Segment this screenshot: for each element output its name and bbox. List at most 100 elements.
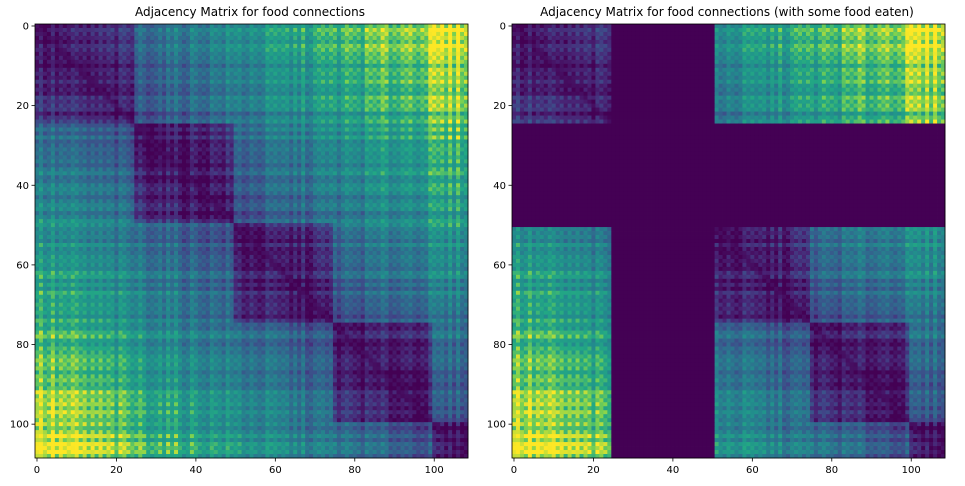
heatmap-cell (293, 80, 297, 84)
heatmap-cell (214, 139, 218, 143)
heatmap-cell (178, 64, 182, 68)
heatmap-cell (404, 52, 408, 56)
heatmap-cell (329, 203, 333, 207)
heatmap-cell (226, 80, 230, 84)
heatmap-cell (154, 96, 158, 100)
heatmap-cell (261, 175, 265, 179)
heatmap-cell (357, 108, 361, 112)
heatmap-cell (337, 179, 341, 183)
heatmap-cell (238, 132, 242, 136)
heatmap-cell (273, 199, 277, 203)
heatmap-cell (194, 64, 198, 68)
heatmap-cell (265, 64, 269, 68)
heatmap-cell (281, 84, 285, 88)
heatmap-cell (59, 120, 63, 124)
heatmap-cell (349, 124, 353, 128)
heatmap-cell (313, 175, 317, 179)
heatmap-cell (257, 24, 261, 28)
heatmap-cell (361, 139, 365, 143)
heatmap-cell (162, 60, 166, 64)
heatmap-cell (87, 124, 91, 128)
heatmap-cell (206, 68, 210, 72)
heatmap-cell (309, 143, 313, 147)
heatmap-cell (381, 179, 385, 183)
heatmap-cell (182, 147, 186, 151)
heatmap-cell (162, 28, 166, 32)
heatmap-cell (202, 179, 206, 183)
heatmap-cell (182, 135, 186, 139)
heatmap-cell (321, 96, 325, 100)
heatmap-cell (75, 68, 79, 72)
heatmap-cell (460, 112, 464, 116)
heatmap-cell (103, 132, 107, 136)
heatmap-cell (357, 72, 361, 76)
heatmap-cell (79, 132, 83, 136)
heatmap-cell (51, 128, 55, 132)
heatmap-cell (206, 104, 210, 108)
heatmap-cell (408, 84, 412, 88)
heatmap-cell (285, 48, 289, 52)
heatmap-cell (174, 44, 178, 48)
heatmap-cell (377, 116, 381, 120)
heatmap-cell (230, 139, 234, 143)
heatmap-cell (182, 88, 186, 92)
heatmap-cell (126, 32, 130, 36)
heatmap-cell (194, 40, 198, 44)
heatmap-cell (59, 128, 63, 132)
heatmap-cell (202, 80, 206, 84)
heatmap-cell (182, 171, 186, 175)
heatmap-cell (333, 36, 337, 40)
heatmap-cell (412, 199, 416, 203)
heatmap-cell (51, 171, 55, 175)
heatmap-cell (55, 171, 59, 175)
heatmap-cell (186, 195, 190, 199)
heatmap-cell (182, 104, 186, 108)
heatmap-cell (186, 147, 190, 151)
heatmap-cell (341, 88, 345, 92)
heatmap-cell (456, 80, 460, 84)
heatmap-cell (75, 203, 79, 207)
heatmap-cell (142, 167, 146, 171)
heatmap-cell (182, 92, 186, 96)
heatmap-cell (79, 64, 83, 68)
heatmap-cell (118, 163, 122, 167)
heatmap-cell (289, 40, 293, 44)
heatmap-cell (95, 163, 99, 167)
heatmap-cell (297, 195, 301, 199)
heatmap-cell (246, 187, 250, 191)
heatmap-cell (381, 52, 385, 56)
heatmap-cell (420, 52, 424, 56)
heatmap-cell (71, 139, 75, 143)
heatmap-cell (210, 104, 214, 108)
heatmap-cell (456, 76, 460, 80)
heatmap-cell (206, 32, 210, 36)
heatmap-cell (361, 116, 365, 120)
heatmap-cell (63, 32, 67, 36)
heatmap-cell (230, 36, 234, 40)
heatmap-cell (448, 159, 452, 163)
heatmap-cell (194, 44, 198, 48)
heatmap-cell (393, 159, 397, 163)
heatmap-cell (99, 120, 103, 124)
heatmap-cell (373, 28, 377, 32)
heatmap-cell (222, 32, 226, 36)
heatmap-cell (309, 112, 313, 116)
heatmap-cell (230, 183, 234, 187)
heatmap-cell (35, 48, 39, 52)
heatmap-cell (198, 155, 202, 159)
heatmap-cell (43, 56, 47, 60)
heatmap-cell (166, 96, 170, 100)
heatmap-cell (170, 84, 174, 88)
heatmap-cell (285, 191, 289, 195)
heatmap-cell (83, 100, 87, 104)
heatmap-cell (333, 68, 337, 72)
heatmap-cell (63, 191, 67, 195)
heatmap-cell (202, 203, 206, 207)
heatmap-cell (341, 112, 345, 116)
heatmap-cell (170, 179, 174, 183)
heatmap-cell (313, 203, 317, 207)
heatmap-cell (393, 68, 397, 72)
heatmap-cell (154, 36, 158, 40)
heatmap-cell (301, 132, 305, 136)
heatmap-cell (142, 76, 146, 80)
